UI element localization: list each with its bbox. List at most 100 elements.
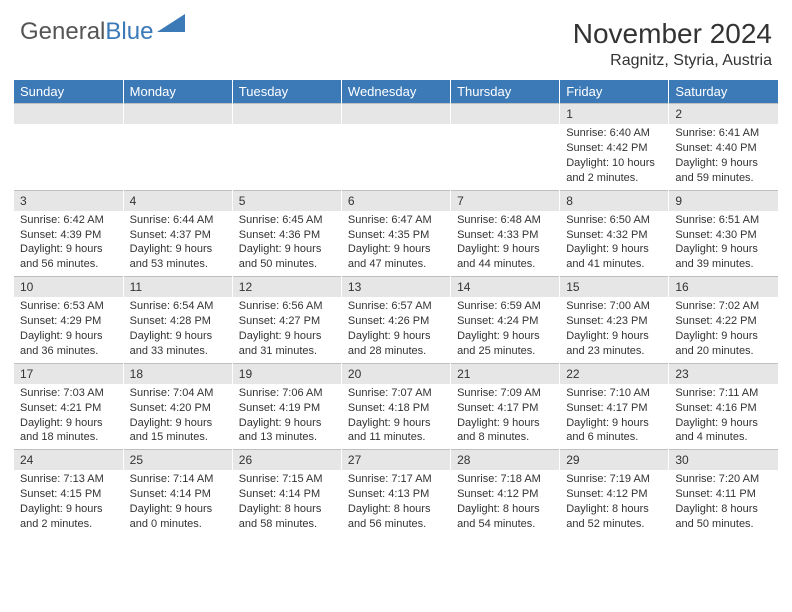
sunset-text: Sunset: 4:26 PM [348, 314, 444, 329]
calendar-cell: 9Sunrise: 6:51 AMSunset: 4:30 PMDaylight… [669, 190, 778, 277]
sunrise-text: Sunrise: 6:51 AM [675, 213, 772, 228]
day-content: Sunrise: 7:09 AMSunset: 4:17 PMDaylight:… [451, 384, 559, 449]
day-content: Sunrise: 6:54 AMSunset: 4:28 PMDaylight:… [124, 297, 232, 362]
sunset-text: Sunset: 4:17 PM [566, 401, 662, 416]
sunset-text: Sunset: 4:37 PM [130, 228, 226, 243]
sunrise-text: Sunrise: 6:50 AM [566, 213, 662, 228]
dow-header: Tuesday [232, 80, 341, 103]
day-content: Sunrise: 6:42 AMSunset: 4:39 PMDaylight:… [14, 211, 123, 276]
daylight-text: Daylight: 9 hours and 2 minutes. [20, 502, 117, 532]
sunset-text: Sunset: 4:11 PM [675, 487, 772, 502]
sunset-text: Sunset: 4:17 PM [457, 401, 553, 416]
calendar-cell: 28Sunrise: 7:18 AMSunset: 4:12 PMDayligh… [451, 449, 560, 536]
day-content [233, 124, 341, 130]
daylight-text: Daylight: 9 hours and 15 minutes. [130, 416, 226, 446]
sunset-text: Sunset: 4:13 PM [348, 487, 444, 502]
sunrise-text: Sunrise: 6:53 AM [20, 299, 117, 314]
day-number: 27 [342, 449, 450, 470]
dow-header: Wednesday [341, 80, 450, 103]
day-number [233, 103, 341, 124]
day-number: 26 [233, 449, 341, 470]
day-number: 21 [451, 363, 559, 384]
day-content: Sunrise: 7:13 AMSunset: 4:15 PMDaylight:… [14, 470, 123, 535]
dow-header: Monday [123, 80, 232, 103]
sunrise-text: Sunrise: 6:56 AM [239, 299, 335, 314]
sunrise-text: Sunrise: 7:14 AM [130, 472, 226, 487]
dow-header: Friday [560, 80, 669, 103]
sunset-text: Sunset: 4:12 PM [566, 487, 662, 502]
title-block: November 2024 Ragnitz, Styria, Austria [573, 18, 772, 70]
daylight-text: Daylight: 9 hours and 53 minutes. [130, 242, 226, 272]
sunrise-text: Sunrise: 7:13 AM [20, 472, 117, 487]
calendar-week-row: 24Sunrise: 7:13 AMSunset: 4:15 PMDayligh… [14, 449, 778, 536]
sunrise-text: Sunrise: 7:04 AM [130, 386, 226, 401]
day-number [451, 103, 559, 124]
day-content: Sunrise: 7:18 AMSunset: 4:12 PMDaylight:… [451, 470, 559, 535]
calendar-cell: 15Sunrise: 7:00 AMSunset: 4:23 PMDayligh… [560, 276, 669, 363]
day-number: 5 [233, 190, 341, 211]
day-number: 24 [14, 449, 123, 470]
calendar-cell: 1Sunrise: 6:40 AMSunset: 4:42 PMDaylight… [560, 103, 669, 190]
day-content: Sunrise: 6:53 AMSunset: 4:29 PMDaylight:… [14, 297, 123, 362]
daylight-text: Daylight: 8 hours and 56 minutes. [348, 502, 444, 532]
calendar-table: SundayMondayTuesdayWednesdayThursdayFrid… [14, 80, 778, 536]
day-content: Sunrise: 7:19 AMSunset: 4:12 PMDaylight:… [560, 470, 668, 535]
calendar-cell: 29Sunrise: 7:19 AMSunset: 4:12 PMDayligh… [560, 449, 669, 536]
calendar-cell [232, 103, 341, 190]
day-number: 20 [342, 363, 450, 384]
sunset-text: Sunset: 4:12 PM [457, 487, 553, 502]
calendar-cell: 22Sunrise: 7:10 AMSunset: 4:17 PMDayligh… [560, 363, 669, 450]
sunrise-text: Sunrise: 6:48 AM [457, 213, 553, 228]
daylight-text: Daylight: 8 hours and 52 minutes. [566, 502, 662, 532]
sunrise-text: Sunrise: 6:41 AM [675, 126, 772, 141]
day-content [14, 124, 123, 130]
daylight-text: Daylight: 9 hours and 20 minutes. [675, 329, 772, 359]
dow-header: Thursday [451, 80, 560, 103]
day-number: 17 [14, 363, 123, 384]
calendar-cell: 4Sunrise: 6:44 AMSunset: 4:37 PMDaylight… [123, 190, 232, 277]
day-content [342, 124, 450, 130]
calendar-cell: 5Sunrise: 6:45 AMSunset: 4:36 PMDaylight… [232, 190, 341, 277]
page-subtitle: Ragnitz, Styria, Austria [573, 52, 772, 70]
sunrise-text: Sunrise: 6:54 AM [130, 299, 226, 314]
calendar-cell: 11Sunrise: 6:54 AMSunset: 4:28 PMDayligh… [123, 276, 232, 363]
calendar-cell: 14Sunrise: 6:59 AMSunset: 4:24 PMDayligh… [451, 276, 560, 363]
sunset-text: Sunset: 4:18 PM [348, 401, 444, 416]
calendar-cell: 12Sunrise: 6:56 AMSunset: 4:27 PMDayligh… [232, 276, 341, 363]
day-content: Sunrise: 7:17 AMSunset: 4:13 PMDaylight:… [342, 470, 450, 535]
sunset-text: Sunset: 4:14 PM [239, 487, 335, 502]
calendar-week-row: 10Sunrise: 6:53 AMSunset: 4:29 PMDayligh… [14, 276, 778, 363]
day-content: Sunrise: 6:44 AMSunset: 4:37 PMDaylight:… [124, 211, 232, 276]
calendar-cell: 19Sunrise: 7:06 AMSunset: 4:19 PMDayligh… [232, 363, 341, 450]
day-number: 12 [233, 276, 341, 297]
day-content: Sunrise: 6:56 AMSunset: 4:27 PMDaylight:… [233, 297, 341, 362]
calendar-cell: 20Sunrise: 7:07 AMSunset: 4:18 PMDayligh… [341, 363, 450, 450]
sunset-text: Sunset: 4:39 PM [20, 228, 117, 243]
sunset-text: Sunset: 4:29 PM [20, 314, 117, 329]
sunset-text: Sunset: 4:24 PM [457, 314, 553, 329]
day-content: Sunrise: 7:04 AMSunset: 4:20 PMDaylight:… [124, 384, 232, 449]
day-content: Sunrise: 7:20 AMSunset: 4:11 PMDaylight:… [669, 470, 778, 535]
day-number: 1 [560, 103, 668, 124]
day-content: Sunrise: 7:14 AMSunset: 4:14 PMDaylight:… [124, 470, 232, 535]
day-number: 11 [124, 276, 232, 297]
sunset-text: Sunset: 4:22 PM [675, 314, 772, 329]
day-of-week-row: SundayMondayTuesdayWednesdayThursdayFrid… [14, 80, 778, 103]
sunrise-text: Sunrise: 7:03 AM [20, 386, 117, 401]
logo: GeneralBlue [20, 18, 185, 46]
daylight-text: Daylight: 9 hours and 25 minutes. [457, 329, 553, 359]
calendar-cell: 8Sunrise: 6:50 AMSunset: 4:32 PMDaylight… [560, 190, 669, 277]
sunrise-text: Sunrise: 6:44 AM [130, 213, 226, 228]
sunrise-text: Sunrise: 7:19 AM [566, 472, 662, 487]
sunrise-text: Sunrise: 7:17 AM [348, 472, 444, 487]
sunrise-text: Sunrise: 6:59 AM [457, 299, 553, 314]
calendar-cell: 6Sunrise: 6:47 AMSunset: 4:35 PMDaylight… [341, 190, 450, 277]
daylight-text: Daylight: 9 hours and 31 minutes. [239, 329, 335, 359]
calendar-cell: 25Sunrise: 7:14 AMSunset: 4:14 PMDayligh… [123, 449, 232, 536]
daylight-text: Daylight: 9 hours and 59 minutes. [675, 156, 772, 186]
day-content: Sunrise: 7:11 AMSunset: 4:16 PMDaylight:… [669, 384, 778, 449]
calendar-cell: 16Sunrise: 7:02 AMSunset: 4:22 PMDayligh… [669, 276, 778, 363]
logo-text-2: Blue [105, 18, 153, 46]
daylight-text: Daylight: 9 hours and 6 minutes. [566, 416, 662, 446]
daylight-text: Daylight: 9 hours and 13 minutes. [239, 416, 335, 446]
